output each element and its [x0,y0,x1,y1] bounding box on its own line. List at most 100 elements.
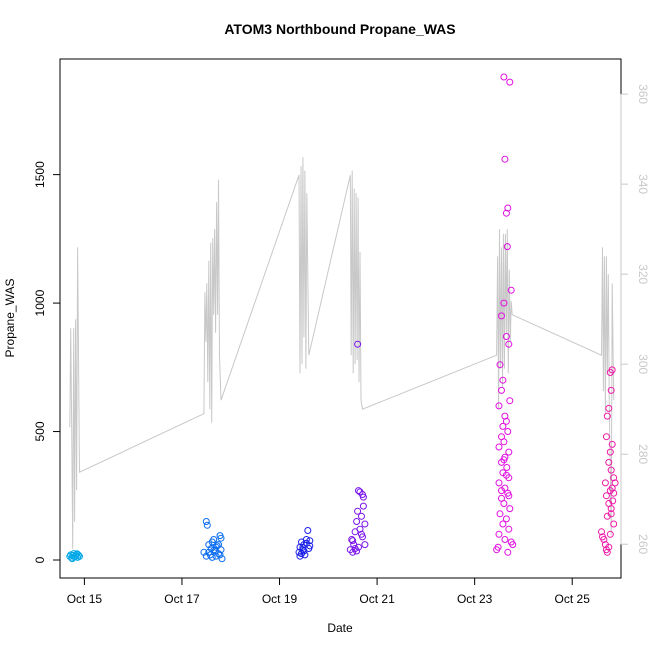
data-point [353,547,361,555]
data-point [208,538,216,546]
data-point [605,458,613,466]
data-point [500,299,508,307]
x-tick-label: Oct 17 [164,592,200,606]
y-axis-label: Propane_WAS [3,279,17,358]
x-tick-label: Oct 21 [359,592,395,606]
data-point [218,555,226,563]
data-point [505,525,513,533]
y-tick-label: 1000 [33,289,47,316]
propane-points [66,73,619,563]
data-point [496,361,504,369]
chart-title: ATOM3 Northbound Propane_WAS [224,21,455,37]
data-point [302,536,310,543]
data-point [359,493,367,501]
data-point [507,286,515,294]
x-tick-label: Oct 15 [67,592,103,606]
data-point [301,551,309,559]
y2-tick-label: 260 [636,534,650,554]
data-point [506,397,514,405]
data-point [608,366,616,374]
data-point [502,471,510,479]
data-point [506,505,514,513]
data-point [306,537,314,545]
data-point [601,479,609,487]
data-point [304,527,312,534]
data-point [300,547,308,555]
y2-tick-label: 300 [636,354,650,374]
data-point [296,552,304,560]
data-point [603,548,611,556]
data-point [356,525,364,533]
data-point [504,428,512,435]
data-point [496,510,504,518]
data-point [355,487,362,495]
data-point [600,536,608,543]
y2-tick-label: 320 [636,264,650,284]
data-point [500,456,508,464]
data-point [495,402,503,410]
data-point [498,487,505,495]
data-point [605,404,613,412]
x-tick-label: Oct 19 [262,592,298,606]
point-group [66,550,83,563]
data-point [203,521,211,529]
data-point [502,417,510,425]
point-group [598,366,619,556]
data-point [500,73,508,81]
data-point [493,546,501,554]
y-axis-right: 260 280 300 320 340 360 [620,84,650,555]
point-group [295,527,314,560]
data-point [602,433,610,441]
data-point [502,515,510,523]
data-point [499,520,507,528]
data-point [355,543,362,551]
data-point [502,209,510,217]
x-axis-label: Date [327,621,353,635]
data-point [75,551,82,559]
data-point [361,520,369,528]
data-point [502,333,510,340]
data-point [501,155,509,163]
data-point [73,550,81,558]
data-point [349,548,357,556]
data-point [70,550,78,558]
y-tick-label: 1500 [33,161,47,188]
data-point [500,438,508,446]
data-point [202,552,210,560]
x-tick-label: Oct 25 [555,592,591,606]
data-point [607,466,615,474]
data-point [611,479,619,487]
data-point [299,543,307,551]
data-point [506,78,514,86]
data-point [495,479,503,487]
y-tick-label: 0 [33,556,47,563]
data-point [358,530,365,538]
data-point [499,422,507,430]
data-point [603,412,611,420]
y-tick-label: 500 [33,421,47,441]
data-point [606,530,614,538]
data-point [605,543,613,551]
data-point [603,512,611,520]
data-point [202,518,210,525]
data-point [608,440,616,448]
data-point [495,530,503,538]
y2-tick-label: 340 [636,174,650,194]
point-group [493,73,517,556]
data-point [607,386,615,394]
data-point [609,497,617,505]
data-point [606,487,614,495]
data-point [358,512,365,520]
plot-frame [59,58,622,579]
y-axis-left: 0 500 1000 1500 [33,161,61,563]
data-point [498,312,505,320]
data-point [498,386,505,394]
data-point [504,548,512,556]
y2-tick-label: 280 [636,444,650,464]
data-point [353,518,361,525]
data-point [503,243,511,251]
data-point [68,555,76,563]
data-point [606,448,614,456]
data-point [354,507,362,515]
